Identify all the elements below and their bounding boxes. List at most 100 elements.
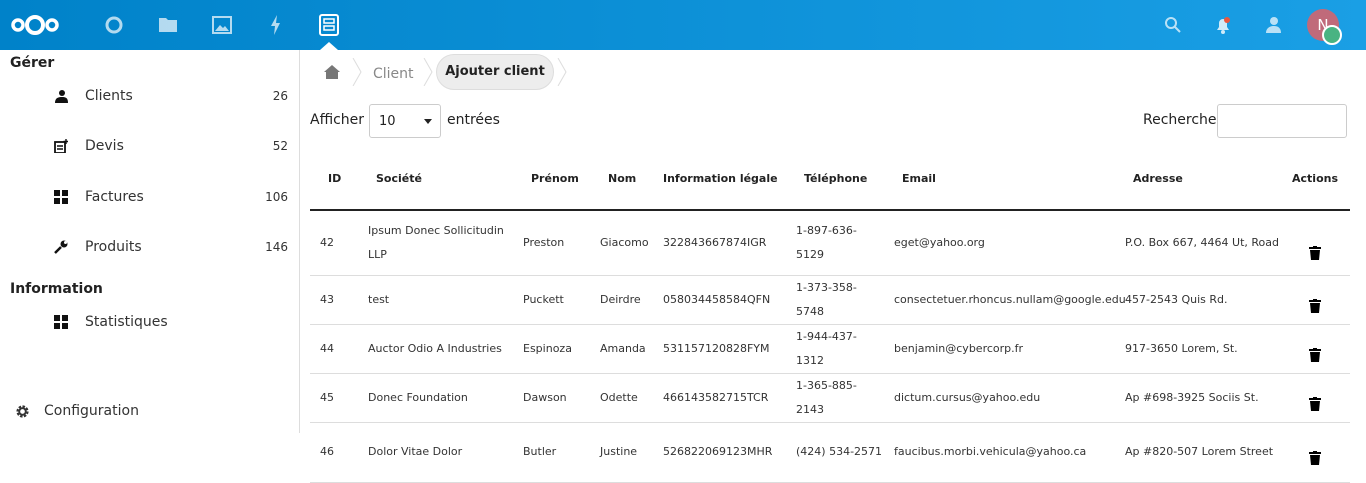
files-app-icon[interactable] (156, 13, 180, 37)
users-icon (55, 90, 68, 103)
actions-cell (1280, 422, 1350, 483)
table-cell: consectetuer.rhoncus.nullam@google.edu (884, 275, 1126, 325)
quote-icon (54, 139, 68, 153)
column-header[interactable]: ID (310, 148, 358, 211)
sidebar-item-count: 52 (272, 139, 288, 153)
show-label: Afficher (310, 112, 365, 128)
sidebar-item-count: 106 (265, 190, 288, 204)
search-label: Recherche (1143, 112, 1217, 128)
sidebar-item-label: Devis (85, 138, 124, 154)
table-cell: Ap #698-3925 Sociis St. (1115, 373, 1280, 423)
table-cell: 457-2543 Quis Rd. (1115, 275, 1280, 325)
column-header[interactable]: Adresse (1115, 148, 1280, 211)
table-cell: Preston (513, 210, 590, 276)
table-cell: Donec Foundation (358, 373, 513, 423)
settings-label: Configuration (44, 403, 139, 419)
actions-cell (1280, 210, 1350, 276)
table-cell: 46 (310, 422, 358, 483)
photos-app-icon[interactable] (210, 13, 234, 37)
trash-icon[interactable] (1309, 396, 1321, 411)
column-header[interactable]: Information légale (653, 148, 786, 211)
entries-label: entrées (447, 112, 500, 128)
table-cell: Amanda (590, 324, 653, 374)
table-cell: Ipsum Donec Sollicitudin LLP (358, 210, 513, 276)
table-row: 42 Ipsum Donec Sollicitudin LLP Preston Gia… (310, 210, 1350, 276)
breadcrumb-client[interactable]: Client (373, 66, 414, 82)
table-cell: benjamin@cybercorp.fr (884, 324, 1115, 374)
table-cell: (424) 534-2571 (786, 422, 884, 483)
table-cell: 526822069123MHR (653, 422, 786, 483)
main-content: Client Ajouter client Afficher 10 entrée… (300, 50, 1366, 483)
table-row: 44 Auctor Odio A Industries Espinoza Amanda… (310, 324, 1350, 374)
table-cell: 466143582715TCR (653, 373, 786, 423)
column-header[interactable]: Téléphone (786, 148, 884, 211)
clients-app-icon[interactable] (317, 13, 341, 37)
table-cell: 43 (310, 275, 358, 325)
sidebar: Gérer Clients 26 Devis 52 Factures 106 Prod… (0, 50, 300, 433)
home-icon[interactable] (324, 65, 340, 79)
actions-cell (1280, 275, 1350, 325)
table-row: 46 Dolor Vitae Dolor Butler Justine 52682206… (310, 422, 1350, 483)
table-cell: 058034458584QFN (653, 275, 786, 325)
grid-icon (54, 190, 68, 204)
actions-cell (1280, 373, 1350, 423)
column-header[interactable]: Nom (590, 148, 653, 211)
dashboard-app-icon[interactable] (102, 13, 126, 37)
table-cell: P.O. Box 667, 4464 Ut, Road (1115, 210, 1280, 276)
column-header[interactable]: Email (884, 148, 1115, 211)
table-cell: 1-944-437-1312 (786, 324, 884, 374)
active-app-indicator (320, 42, 338, 50)
table-cell: faucibus.morbi.vehicula@yahoo.ca (884, 422, 1115, 483)
sidebar-item-clients[interactable]: Clients 26 (0, 82, 300, 112)
column-header[interactable]: Société (358, 148, 513, 211)
table-cell: Deirdre (590, 275, 653, 325)
top-header: N (0, 0, 1366, 50)
table-cell: Puckett (513, 275, 590, 325)
trash-icon[interactable] (1309, 298, 1321, 313)
table-row: 43 test Puckett Deirdre 058034458584QFN 1-373… (310, 275, 1350, 325)
table-cell: Dawson (513, 373, 590, 423)
table-cell: Ap #820-507 Lorem Street (1115, 422, 1280, 483)
sidebar-item-count: 26 (272, 89, 288, 103)
table-cell: 1-897-636-5129 (786, 210, 884, 276)
table-cell: 322843667874IGR (653, 210, 786, 276)
breadcrumb-separator (557, 58, 567, 86)
sidebar-item-factures[interactable]: Factures 106 (0, 183, 300, 213)
entries-select[interactable]: 10 (369, 104, 441, 138)
search-input[interactable] (1217, 104, 1347, 138)
search-icon[interactable] (1164, 16, 1182, 34)
breadcrumb-add-client[interactable]: Ajouter client (436, 54, 554, 90)
section-heading-gerer: Gérer (10, 55, 55, 71)
table-cell: 1-373-358-5748 (786, 275, 884, 325)
status-online-badge (1322, 25, 1342, 45)
table-cell: 44 (310, 324, 358, 374)
trash-icon[interactable] (1309, 245, 1321, 260)
sidebar-item-label: Statistiques (85, 314, 168, 330)
table-cell: 1-365-885-2143 (786, 373, 884, 423)
table-cell: dictum.cursus@yahoo.edu (884, 373, 1115, 423)
table-cell: Auctor Odio A Industries (358, 324, 513, 374)
actions-cell (1280, 324, 1350, 374)
settings-button[interactable]: Configuration (0, 397, 300, 427)
table-cell: test (358, 275, 513, 325)
trash-icon[interactable] (1309, 347, 1321, 362)
column-header[interactable]: Actions (1280, 148, 1350, 211)
table-cell: Giacomo (590, 210, 653, 276)
column-header[interactable]: Prénom (513, 148, 590, 211)
table-row: 45 Donec Foundation Dawson Odette 4661435827… (310, 373, 1350, 423)
trash-icon[interactable] (1309, 451, 1321, 465)
sidebar-item-produits[interactable]: Produits 146 (0, 233, 300, 263)
activity-app-icon[interactable] (264, 13, 288, 37)
notifications-icon[interactable] (1213, 15, 1233, 35)
table-cell: Espinoza (513, 324, 590, 374)
table-cell: Dolor Vitae Dolor (358, 422, 513, 483)
sidebar-item-statistiques[interactable]: Statistiques (0, 308, 300, 338)
breadcrumb-separator (423, 58, 433, 86)
nextcloud-logo[interactable] (10, 13, 60, 37)
contacts-icon[interactable] (1263, 15, 1283, 35)
chevron-down-icon (424, 119, 432, 124)
sidebar-item-devis[interactable]: Devis 52 (0, 132, 300, 162)
sidebar-item-label: Factures (85, 189, 144, 205)
table-cell: 917-3650 Lorem, St. (1115, 324, 1280, 374)
gear-icon (16, 405, 29, 418)
